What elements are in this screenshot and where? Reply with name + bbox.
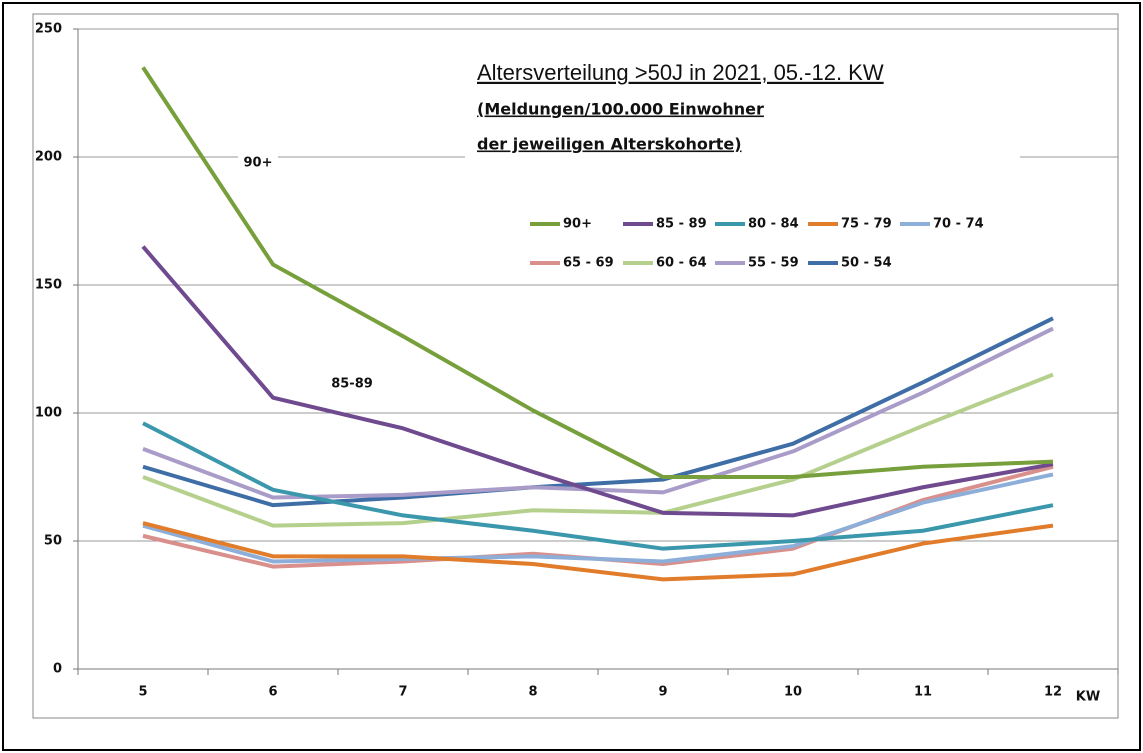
y-tick-label: 0 (53, 662, 62, 677)
legend-label: 85 - 89 (656, 217, 707, 232)
series-line (141, 66, 1054, 479)
series-line (142, 421, 1054, 551)
legend-label: 75 - 79 (841, 217, 892, 232)
y-tick-label: 150 (35, 278, 62, 293)
legend-label: 80 - 84 (748, 217, 799, 232)
x-tick-label: 5 (138, 685, 147, 700)
title-background (465, 50, 1020, 175)
annotation: 85-89 (331, 377, 373, 392)
chart-subtitle: (Meldungen/100.000 Einwohner (477, 100, 764, 119)
x-tick-label: 11 (914, 685, 932, 700)
x-tick-label: 10 (784, 685, 802, 700)
legend-label: 90+ (563, 217, 592, 232)
series-line (142, 521, 1054, 582)
legend-label: 50 - 54 (841, 256, 892, 271)
annotation: 90+ (244, 156, 273, 171)
x-tick-label: 8 (528, 685, 537, 700)
series-line (142, 472, 1054, 564)
chart-title: Altersverteilung >50J in 2021, 05.-12. K… (477, 60, 884, 85)
plot-frame (32, 13, 1119, 719)
y-tick-label: 100 (35, 406, 62, 421)
legend-label: 65 - 69 (563, 256, 614, 271)
y-tick-label: 50 (44, 534, 62, 549)
x-tick-label: 9 (658, 685, 667, 700)
series-line (141, 245, 1054, 518)
x-tick-label: 7 (398, 685, 407, 700)
x-axis-label: KW (1076, 690, 1100, 705)
y-tick-label: 250 (35, 22, 62, 37)
legend-label: 60 - 64 (656, 256, 707, 271)
x-tick-label: 12 (1044, 685, 1062, 700)
y-tick-label: 200 (35, 150, 62, 165)
x-tick-label: 6 (268, 685, 277, 700)
legend-label: 55 - 59 (748, 256, 799, 271)
series-line (142, 316, 1054, 508)
series-line (142, 326, 1054, 500)
chart-subtitle: der jeweiligen Alterskohorte) (477, 135, 742, 154)
legend-label: 70 - 74 (933, 217, 984, 232)
series-line (142, 372, 1054, 528)
annotation-bg (238, 152, 278, 174)
